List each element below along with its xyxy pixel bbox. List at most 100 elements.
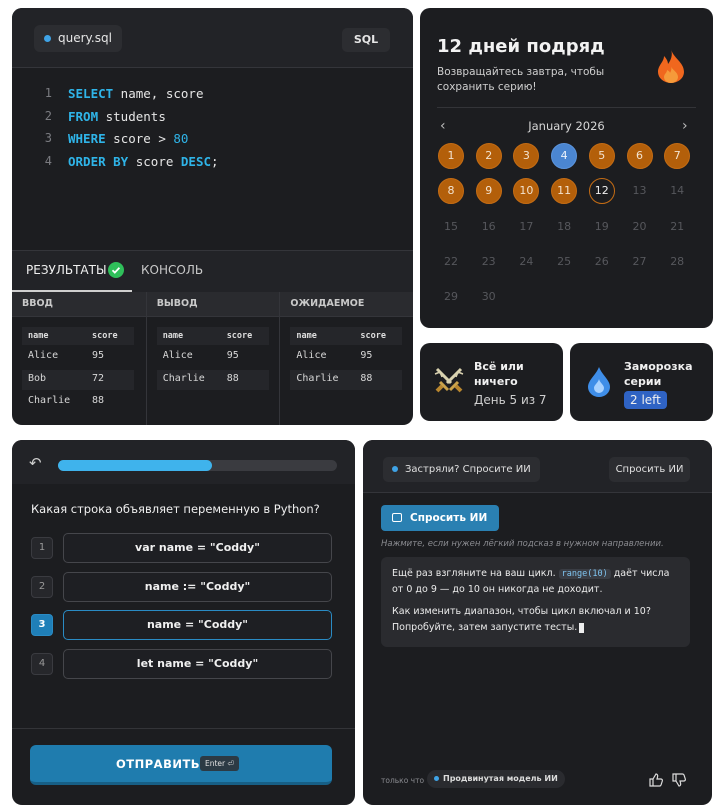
submit-button[interactable]: ОТПРАВИТЬ Enter ⏎ xyxy=(30,745,332,785)
option-number[interactable]: 1 xyxy=(31,537,53,559)
table-cell: 88 xyxy=(92,395,105,407)
chip-dot xyxy=(392,466,398,472)
results-tab[interactable]: РЕЗУЛЬТАТЫ xyxy=(26,263,107,277)
calendar-day[interactable]: 19 xyxy=(594,219,609,233)
calendar-day[interactable]: 6 xyxy=(626,143,653,169)
column-header: score xyxy=(92,331,118,341)
message-text: Как изменить диапазон, чтобы цикл включа… xyxy=(392,606,651,633)
streak-subtitle: Возвращайтесь завтра, чтобы сохранить се… xyxy=(437,66,605,93)
calendar-day[interactable]: 3 xyxy=(513,143,540,169)
ask-button[interactable]: Спросить ИИ xyxy=(381,505,500,531)
calendar-day[interactable]: 5 xyxy=(588,143,615,169)
table-cell: 95 xyxy=(226,350,239,361)
table-row-bg xyxy=(22,369,134,390)
active-tab-underline xyxy=(12,290,132,292)
table-cell: Bob xyxy=(28,372,47,384)
message-paragraph: Как изменить диапазон, чтобы цикл включа… xyxy=(392,604,679,636)
column-header: score xyxy=(360,331,386,341)
table-header-row xyxy=(290,327,403,345)
calendar-day[interactable]: 25 xyxy=(557,254,572,268)
table-row-bg xyxy=(290,369,403,390)
thumbs-down-button-svg xyxy=(672,773,686,787)
message-text: Ещё раз взгляните на ваш цикл. xyxy=(392,568,559,579)
file-dot xyxy=(44,35,51,42)
hint: Нажмите, если нужен лёгкий подсказ в нуж… xyxy=(381,539,664,549)
column-header: name xyxy=(296,331,317,341)
line-number: 4 xyxy=(44,153,52,168)
column-header: name xyxy=(28,331,49,341)
calendar-day[interactable]: 1 xyxy=(438,143,464,169)
calendar-day[interactable]: 13 xyxy=(632,184,647,198)
freeze-badge: 2 left xyxy=(624,391,667,409)
calendar-day[interactable]: 8 xyxy=(438,178,464,205)
challenge-card: Всё или ничего День 5 из 7 xyxy=(420,343,563,421)
question: Какая строка объявляет переменную в Pyth… xyxy=(31,502,320,516)
message-time: только что xyxy=(381,776,425,785)
table-cell: Charlie xyxy=(296,372,339,384)
thumbs-up-button[interactable] xyxy=(647,771,665,789)
code-token: ORDER BY xyxy=(68,153,129,169)
calendar-day[interactable]: 29 xyxy=(444,290,458,304)
calendar-day[interactable]: 24 xyxy=(519,254,534,268)
calendar-day[interactable]: 2 xyxy=(475,143,502,169)
calendar-day[interactable]: 22 xyxy=(444,254,458,268)
calendar-day[interactable]: 4 xyxy=(551,143,578,169)
next-month[interactable]: › xyxy=(682,118,688,134)
option[interactable]: name := "Coddy" xyxy=(63,571,332,602)
calendar-day[interactable]: 11 xyxy=(551,178,578,205)
table-title: ВВОД xyxy=(22,298,54,309)
code-line: SELECT name, score xyxy=(68,86,203,101)
success-icon xyxy=(108,262,124,278)
assistant-panel: Застряли? Спросите ИИ Спросить ИИ Спросить… xyxy=(363,440,712,805)
table-cell: Alice xyxy=(28,350,59,361)
swords-icon xyxy=(433,365,465,397)
option[interactable]: name = "Coddy" xyxy=(63,610,332,641)
language-button[interactable]: SQL xyxy=(342,28,390,52)
submit-label: ОТПРАВИТЬ xyxy=(116,757,201,771)
calendar-day[interactable]: 30 xyxy=(481,290,496,304)
calendar-day[interactable]: 20 xyxy=(632,219,647,233)
code-token: students xyxy=(98,108,166,124)
thumbs-down-button[interactable] xyxy=(670,771,688,789)
calendar-day[interactable]: 15 xyxy=(444,219,458,233)
calendar-day[interactable]: 14 xyxy=(670,184,685,198)
card-title: Всё или ничего xyxy=(474,360,524,388)
option-number[interactable]: 3 xyxy=(31,614,53,637)
result-table: ВВОД name score Alice 95 Bob 72 Charlie 88 xyxy=(12,292,146,425)
file-chip[interactable]: query.sql xyxy=(34,25,122,52)
code-token: name, score xyxy=(113,86,204,101)
calendar-day[interactable]: 16 xyxy=(481,219,496,233)
calendar-day[interactable]: 17 xyxy=(519,219,534,233)
calendar-day[interactable]: 7 xyxy=(664,143,691,169)
back-button[interactable]: ↶ xyxy=(29,454,42,472)
drop-icon-svg xyxy=(588,367,610,397)
result-table: ОЖИДАЕМОЕ name score Alice 95 Charlie 88 xyxy=(279,292,413,425)
table-title-bar xyxy=(146,292,281,317)
code-token: ; xyxy=(211,153,219,169)
message-paragraph: Ещё раз взгляните на ваш цикл. range(10)… xyxy=(392,566,679,598)
divider xyxy=(437,107,696,108)
code-line: WHERE score > 80 xyxy=(68,131,188,146)
previous-month[interactable]: ‹ xyxy=(440,118,446,134)
calendar-day[interactable]: 9 xyxy=(475,178,502,205)
calendar-day[interactable]: 27 xyxy=(632,254,647,268)
success-icon-svg xyxy=(108,262,124,278)
option[interactable]: var name = "Coddy" xyxy=(63,533,332,563)
progress-fill xyxy=(58,460,212,471)
results-tab[interactable]: КОНСОЛЬ xyxy=(141,263,204,277)
calendar-day[interactable]: 21 xyxy=(670,219,685,233)
calendar-day[interactable]: 18 xyxy=(557,219,572,233)
option-number[interactable]: 2 xyxy=(31,575,53,598)
calendar-day[interactable]: 28 xyxy=(670,254,685,268)
footer-divider xyxy=(12,728,355,729)
header-ask-button[interactable]: Спросить ИИ xyxy=(609,457,690,482)
card-detail: День 5 из 7 xyxy=(474,393,547,407)
calendar-day[interactable]: 26 xyxy=(594,254,609,268)
option[interactable]: let name = "Coddy" xyxy=(63,649,332,680)
robot-icon xyxy=(392,513,402,522)
calendar-day[interactable]: 12 xyxy=(588,178,615,205)
calendar-day[interactable]: 10 xyxy=(513,178,540,205)
calendar-day[interactable]: 23 xyxy=(481,254,496,268)
code-token: SELECT xyxy=(68,86,114,101)
option-number[interactable]: 4 xyxy=(31,653,53,676)
